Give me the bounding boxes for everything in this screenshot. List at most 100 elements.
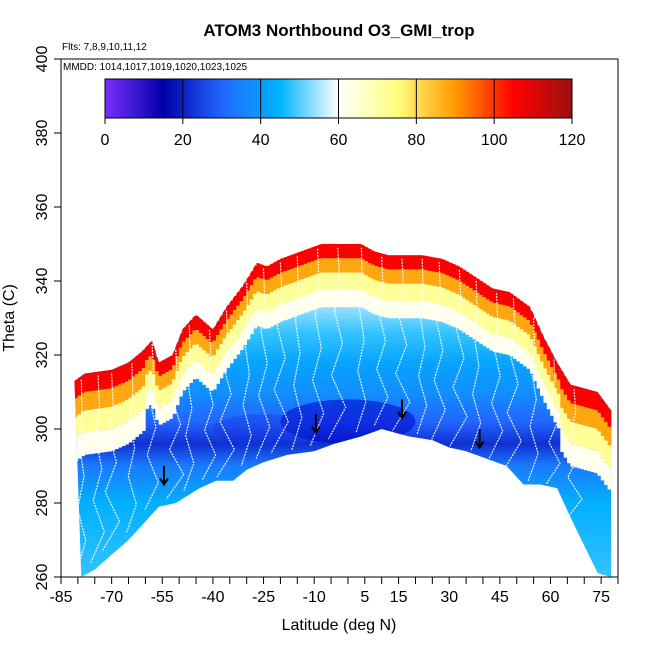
ozone-band-cell xyxy=(502,319,507,337)
x-tick-label: 15 xyxy=(390,589,408,606)
flight-track xyxy=(564,389,583,522)
ozone-band-cell xyxy=(405,269,410,284)
ozone-band-cell xyxy=(482,311,487,329)
ozone-band-cell xyxy=(560,389,565,408)
ozone-band-cell xyxy=(469,273,474,289)
flight-track xyxy=(355,247,367,433)
ozone-band-cell xyxy=(259,264,264,279)
ozone-band-cell xyxy=(188,334,193,349)
ozone-band-cell xyxy=(222,309,227,325)
ozone-band-cell xyxy=(320,289,325,308)
ozone-band-cell xyxy=(293,281,298,300)
ozone-band-cell xyxy=(97,371,102,390)
ozone-band-cell xyxy=(496,318,501,336)
ozone-band-cell xyxy=(104,370,109,389)
ozone-band-cell xyxy=(425,256,430,271)
ozone-band-cell xyxy=(64,440,68,462)
ozone-band-cell xyxy=(145,374,150,392)
ozone-band-cell xyxy=(340,244,345,259)
ozone-band-cell xyxy=(307,248,312,263)
ozone-band-cell xyxy=(509,293,514,308)
ozone-band-cell xyxy=(573,422,578,446)
ozone-band-cell xyxy=(307,294,312,312)
flight-track xyxy=(545,359,561,485)
ozone-band-cell xyxy=(94,390,99,409)
ozone-band-cell xyxy=(361,244,366,260)
ozone-band-cell xyxy=(583,407,588,426)
ozone-band-cell xyxy=(199,364,204,382)
ozone-band-cell xyxy=(317,258,322,274)
ozone-band-cell xyxy=(462,283,467,299)
ozone-band-cell xyxy=(222,324,227,339)
ozone-band-cell xyxy=(513,295,518,311)
ozone-band-cell xyxy=(432,271,437,286)
ozone-band-cell xyxy=(354,244,359,259)
ozone-band-cell xyxy=(445,275,450,290)
ozone-band-cell xyxy=(286,255,291,271)
ozone-band-cell xyxy=(519,300,524,316)
ozone-band-cell xyxy=(324,289,328,308)
ozone-band-cell xyxy=(523,331,528,350)
ozone-band-cell xyxy=(425,270,430,285)
ozone-band-cell xyxy=(489,333,494,351)
ozone-band-cell xyxy=(114,386,119,405)
ozone-band-cell xyxy=(469,319,474,338)
ozone-band-cell xyxy=(303,278,308,296)
ozone-band-cell xyxy=(148,370,153,388)
colorbar-tick-label: 60 xyxy=(330,132,348,149)
ozone-band-cell xyxy=(340,258,345,273)
ozone-band-cell xyxy=(172,365,177,380)
ozone-band-cell xyxy=(327,272,332,290)
ozone-band-cell xyxy=(222,338,227,356)
flight-track xyxy=(527,317,539,482)
ozone-band-cell xyxy=(178,379,183,397)
ozone-band-cell xyxy=(269,263,274,278)
x-axis-label: Latitude (deg N) xyxy=(282,617,397,634)
ozone-band-cell xyxy=(259,310,264,328)
ozone-band-cell xyxy=(205,338,210,354)
ozone-band-cell xyxy=(607,408,612,427)
ozone-band-cell xyxy=(523,349,528,367)
plot-frame xyxy=(60,58,619,578)
ozone-band-cell xyxy=(256,277,261,292)
ozone-band-cell xyxy=(577,386,582,406)
marker-arrow-head xyxy=(311,426,321,435)
colorbar-tick-label: 100 xyxy=(481,132,508,149)
ozone-band-cell xyxy=(121,383,126,402)
ozone-band-cell xyxy=(67,440,71,462)
ozone-band-cell xyxy=(448,276,453,292)
ozone-band-cell xyxy=(351,272,355,290)
ozone-band-cell xyxy=(452,309,457,328)
ozone-band-cell xyxy=(391,283,396,301)
ozone-band-cell xyxy=(205,353,210,371)
y-tick-label: 380 xyxy=(34,120,51,147)
ozone-band-cell xyxy=(486,299,491,314)
x-tick-label: 30 xyxy=(440,589,458,606)
ozone-band-cell xyxy=(172,350,177,366)
ozone-band-cell xyxy=(347,272,352,290)
ozone-band-cell xyxy=(556,365,561,380)
ozone-band-cell xyxy=(151,391,156,409)
ozone-band-cell xyxy=(128,379,133,399)
ozone-band-cell xyxy=(155,402,160,420)
ozone-band-cell xyxy=(77,395,82,415)
x-tick-label: -25 xyxy=(252,589,275,606)
ozone-band-cell xyxy=(219,329,224,344)
ozone-band-cell xyxy=(263,311,268,329)
ozone-band-cell xyxy=(567,400,572,419)
ozone-band-cell xyxy=(239,301,244,316)
ozone-band-cell xyxy=(124,400,129,423)
ozone-band-cell xyxy=(74,399,75,418)
ozone-band-cell xyxy=(226,333,231,351)
ozone-band-cell xyxy=(415,269,420,284)
ozone-band-cell xyxy=(378,267,382,282)
ozone-band-cell xyxy=(583,447,588,471)
ozone-band-cell xyxy=(192,344,197,363)
ozone-band-cell xyxy=(597,394,602,413)
ozone-band-cell xyxy=(67,399,71,418)
flight-track xyxy=(101,373,121,552)
ozone-band-cell xyxy=(118,366,123,385)
ozone-band-cell xyxy=(74,380,75,400)
ozone-band-cell xyxy=(155,385,160,403)
ozone-band-cell xyxy=(205,370,210,388)
